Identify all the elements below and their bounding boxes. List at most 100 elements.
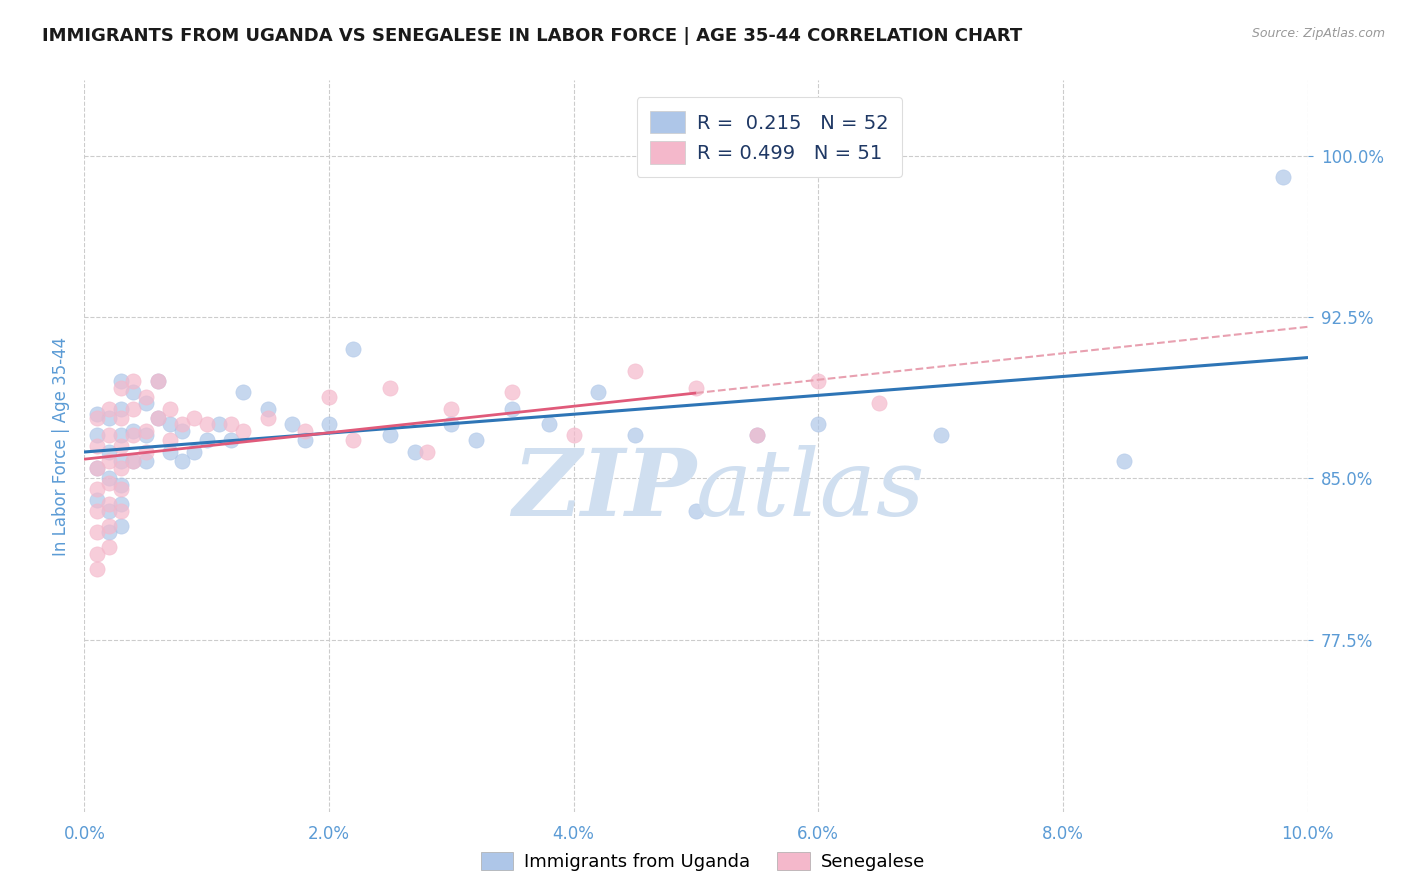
Point (110, 439, 132, 453)
Legend: R =  0.215   N = 52, R = 0.499   N = 51: R = 0.215 N = 52, R = 0.499 N = 51 (637, 97, 903, 178)
Point (110, 477, 132, 491)
Point (110, 428, 132, 442)
Point (208, 417, 231, 432)
Point (110, 402, 132, 417)
Point (562, 428, 585, 442)
Point (1114, 454, 1136, 468)
Point (380, 428, 402, 442)
Point (172, 454, 194, 468)
Point (122, 454, 145, 468)
Point (97, 540, 120, 554)
Point (294, 424, 316, 438)
Point (146, 375, 169, 389)
Point (685, 381, 707, 395)
Point (97, 518, 120, 533)
Point (86, 460, 108, 475)
Y-axis label: In Labor Force | Age 35-44: In Labor Force | Age 35-44 (52, 336, 70, 556)
Point (122, 385, 145, 400)
Point (257, 411, 280, 425)
Point (110, 411, 132, 425)
Point (97, 471, 120, 485)
Point (110, 454, 132, 468)
Point (110, 503, 132, 517)
Point (404, 445, 426, 459)
Point (807, 417, 830, 432)
Point (110, 381, 132, 395)
Text: Source: ZipAtlas.com: Source: ZipAtlas.com (1251, 27, 1385, 40)
Point (232, 424, 254, 438)
Point (172, 417, 194, 432)
Point (146, 411, 169, 425)
Point (122, 428, 145, 442)
Point (380, 381, 402, 395)
Point (122, 424, 145, 438)
Point (538, 417, 561, 432)
Point (219, 417, 242, 432)
Point (97, 445, 120, 459)
Point (172, 424, 194, 438)
Point (135, 424, 157, 438)
Point (86, 439, 108, 453)
Text: atlas: atlas (696, 445, 925, 535)
Point (135, 390, 157, 404)
Point (586, 385, 609, 400)
Point (110, 518, 132, 533)
Point (86, 503, 108, 517)
Point (110, 497, 132, 511)
Point (219, 433, 242, 447)
Point (122, 454, 145, 468)
Point (624, 428, 647, 442)
Point (86, 428, 108, 442)
Point (502, 402, 524, 417)
Point (135, 445, 157, 459)
Point (159, 417, 181, 432)
Point (502, 385, 524, 400)
Point (294, 433, 316, 447)
Point (342, 342, 364, 356)
Point (807, 375, 830, 389)
Point (110, 460, 132, 475)
Point (195, 433, 218, 447)
Point (929, 428, 952, 442)
Point (110, 375, 132, 389)
Point (869, 396, 891, 410)
Point (318, 390, 340, 404)
Point (232, 385, 254, 400)
Point (110, 482, 132, 496)
Text: IMMIGRANTS FROM UGANDA VS SENEGALESE IN LABOR FORCE | AGE 35-44 CORRELATION CHAR: IMMIGRANTS FROM UGANDA VS SENEGALESE IN … (42, 27, 1022, 45)
Point (86, 561, 108, 575)
Point (747, 428, 769, 442)
Point (159, 402, 181, 417)
Point (135, 428, 157, 442)
Point (747, 428, 769, 442)
Point (1272, 170, 1295, 185)
Point (135, 454, 157, 468)
Point (318, 417, 340, 432)
Point (122, 375, 145, 389)
Point (146, 375, 169, 389)
Point (440, 417, 463, 432)
Point (135, 396, 157, 410)
Legend: Immigrants from Uganda, Senegalese: Immigrants from Uganda, Senegalese (474, 845, 932, 879)
Point (97, 524, 120, 539)
Point (86, 407, 108, 421)
Point (86, 547, 108, 561)
Point (86, 492, 108, 507)
Point (97, 402, 120, 417)
Point (257, 402, 280, 417)
Point (86, 482, 108, 496)
Point (86, 524, 108, 539)
Point (97, 503, 120, 517)
Point (195, 417, 218, 432)
Point (159, 445, 181, 459)
Point (97, 428, 120, 442)
Point (464, 433, 486, 447)
Point (86, 460, 108, 475)
Point (122, 402, 145, 417)
Point (440, 402, 463, 417)
Point (342, 433, 364, 447)
Point (183, 445, 205, 459)
Text: ZIP: ZIP (512, 445, 696, 535)
Point (86, 411, 108, 425)
Point (281, 417, 304, 432)
